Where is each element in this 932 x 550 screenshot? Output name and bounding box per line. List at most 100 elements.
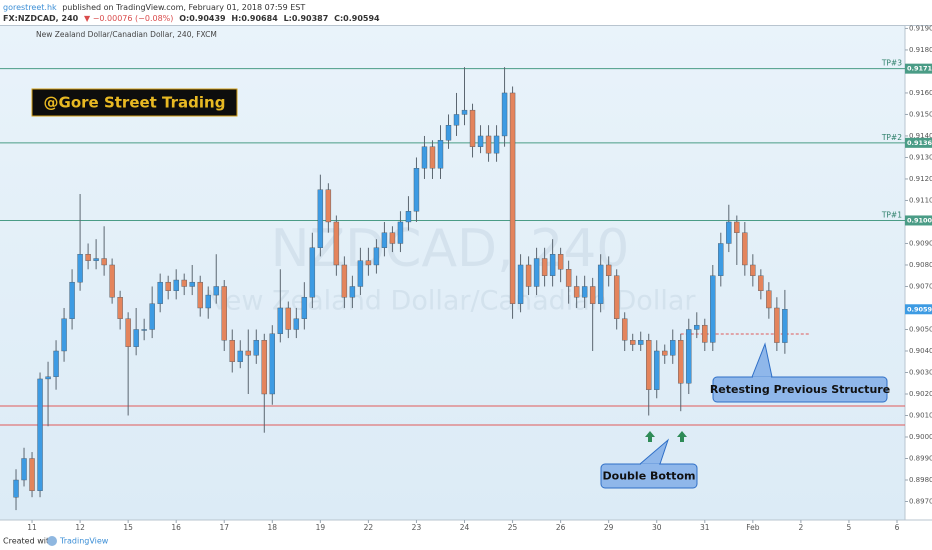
candle-body [157,281,163,304]
x-tick-label: 29 [604,523,614,532]
x-tick-label: 2 [798,523,803,532]
candle-body [341,264,348,298]
candle-body [261,340,267,395]
candle-body [662,350,668,356]
candles-layer [13,67,788,511]
retest-pointer [751,342,773,378]
candle-body [101,258,107,266]
candle-body [638,340,644,345]
candle-body [629,340,636,345]
ohlc-close: C:0.90594 [334,14,380,23]
candle-body [573,286,580,298]
up-arrow [677,431,687,442]
candle-body [61,318,67,352]
target-price-label: 0.91713 [907,65,932,73]
candle-body [245,350,251,356]
candle-body [37,378,43,491]
candle-body [654,350,660,390]
axis-layer: 0.919000.918000.916000.915000.914000.913… [27,24,932,532]
candle-body [173,279,179,291]
candle-body [718,243,724,276]
double-bottom-pointer [639,438,670,465]
candle-body [509,92,516,304]
candle-body [581,286,588,298]
target-level-label: TP#3 [881,59,902,68]
candle-body [437,140,444,169]
candle-body [517,264,524,304]
candle-body [397,221,404,244]
candle-body [678,340,684,384]
candle-body [429,146,436,169]
chart-title: New Zealand Dollar/Canadian Dollar, 240,… [36,30,217,39]
x-tick-label: 25 [508,523,518,532]
candle-body [621,318,628,341]
candle-body [710,275,716,343]
candle-body [702,324,708,343]
change: ▼ −0.00076 (−0.08%) [84,14,173,23]
candle-body [325,189,332,223]
target-level-label: TP#2 [881,133,902,142]
ohlc-open: O:0.90439 [179,14,226,23]
brand-text: @Gore Street Trading [44,94,226,112]
candle-body [525,264,532,287]
x-tick-label: 23 [412,523,422,532]
candle-body [21,458,27,481]
candle-body [77,254,83,283]
candle-body [133,329,139,347]
x-tick-label: 6 [895,523,900,532]
target-price-label: 0.91368 [907,139,932,147]
candle-body [69,281,75,319]
candle-body [613,275,620,319]
candle-body [117,297,123,319]
candle-body [109,264,115,298]
candle-body [309,247,316,298]
target-level-label: TP#1 [881,210,902,219]
candle-body [205,294,211,309]
candle-body [13,479,19,498]
candle-body [726,221,732,244]
candle-body [597,264,604,304]
candle-body [125,318,131,347]
candle-body [557,254,564,270]
candle-body [565,269,572,287]
x-tick-label: 5 [847,523,852,532]
candle-body [181,279,187,287]
candle-body [445,125,452,141]
double-bottom-text: Double Bottom [603,470,696,483]
retest-text: Retesting Previous Structure [710,383,890,396]
target-price-box [905,63,932,74]
price-axis [905,25,932,520]
candle-body [589,286,596,304]
candle-body [493,135,500,154]
up-arrow [645,431,655,442]
candle-body [758,275,764,291]
candle-body [237,350,243,362]
candle-body [293,318,300,330]
x-tick-label: 22 [364,523,374,532]
brand-box [31,88,238,117]
candle-body [149,303,155,330]
y-tick-label: 0.89700 [909,498,932,506]
published: published on TradingView.com, February 0… [62,3,305,12]
target-price-box [905,215,932,226]
candle-body [734,221,740,233]
target-price-label: 0.91007 [907,216,932,224]
candle-body [774,307,780,343]
watermark: NZDCAD, 240 New Zealand Dollar/Canadian … [205,219,697,317]
target-price-box [905,137,932,148]
candle-body [413,168,420,212]
x-tick-label: 24 [460,523,470,532]
candle-body [670,340,676,356]
